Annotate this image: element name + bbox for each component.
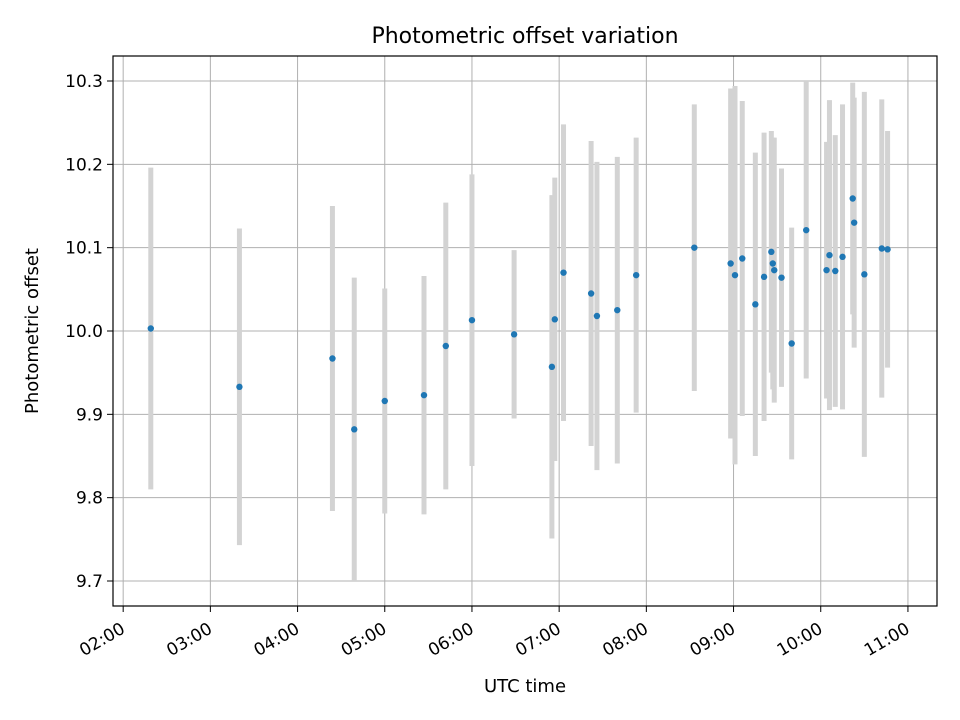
data-point (861, 271, 868, 278)
data-point (839, 253, 846, 261)
data-point (593, 312, 601, 320)
data-point (739, 255, 746, 262)
data-point (727, 260, 734, 267)
grid (113, 56, 937, 606)
data-point (632, 271, 640, 279)
data-point (850, 219, 858, 226)
data-point (771, 266, 778, 274)
y-axis-label: Photometric offset (22, 248, 43, 414)
data-point (832, 267, 839, 275)
data-point (442, 342, 449, 350)
data-point (760, 273, 768, 281)
data-point (826, 251, 833, 259)
data-point (878, 245, 885, 252)
data-point (468, 316, 476, 324)
data-point (614, 306, 621, 314)
y-tick-label: 10.2 (65, 155, 103, 175)
data-point (849, 195, 856, 202)
y-tick-label: 9.8 (76, 489, 103, 509)
data-point (731, 271, 739, 279)
data-point (510, 331, 518, 338)
data-point (420, 391, 428, 399)
data-points (147, 195, 891, 433)
data-point (548, 363, 556, 371)
chart-title: Photometric offset variation (371, 24, 678, 49)
data-point (587, 290, 595, 297)
data-point (752, 301, 759, 308)
y-tick-label: 9.9 (76, 405, 103, 425)
data-point (551, 316, 558, 323)
data-point (788, 340, 795, 347)
y-tick-label: 10.3 (65, 72, 103, 92)
data-point (769, 260, 776, 267)
data-point (778, 274, 785, 281)
data-point (351, 426, 358, 433)
data-point (691, 244, 698, 251)
data-point (236, 383, 243, 391)
data-point (329, 355, 336, 362)
y-tick-label: 9.7 (76, 572, 103, 592)
y-tick-label: 10.0 (65, 322, 103, 342)
y-tick-label: 10.1 (65, 239, 103, 259)
data-point (823, 266, 830, 274)
data-point (147, 325, 154, 332)
data-point (768, 248, 775, 256)
data-point (381, 397, 388, 405)
data-point (560, 269, 567, 276)
y-axis: 9.7 9.8 9.9 10.0 10.1 10.2 10.3 (65, 72, 113, 592)
data-point (803, 226, 810, 234)
x-axis-label: UTC time (484, 676, 566, 697)
data-point (884, 246, 891, 253)
